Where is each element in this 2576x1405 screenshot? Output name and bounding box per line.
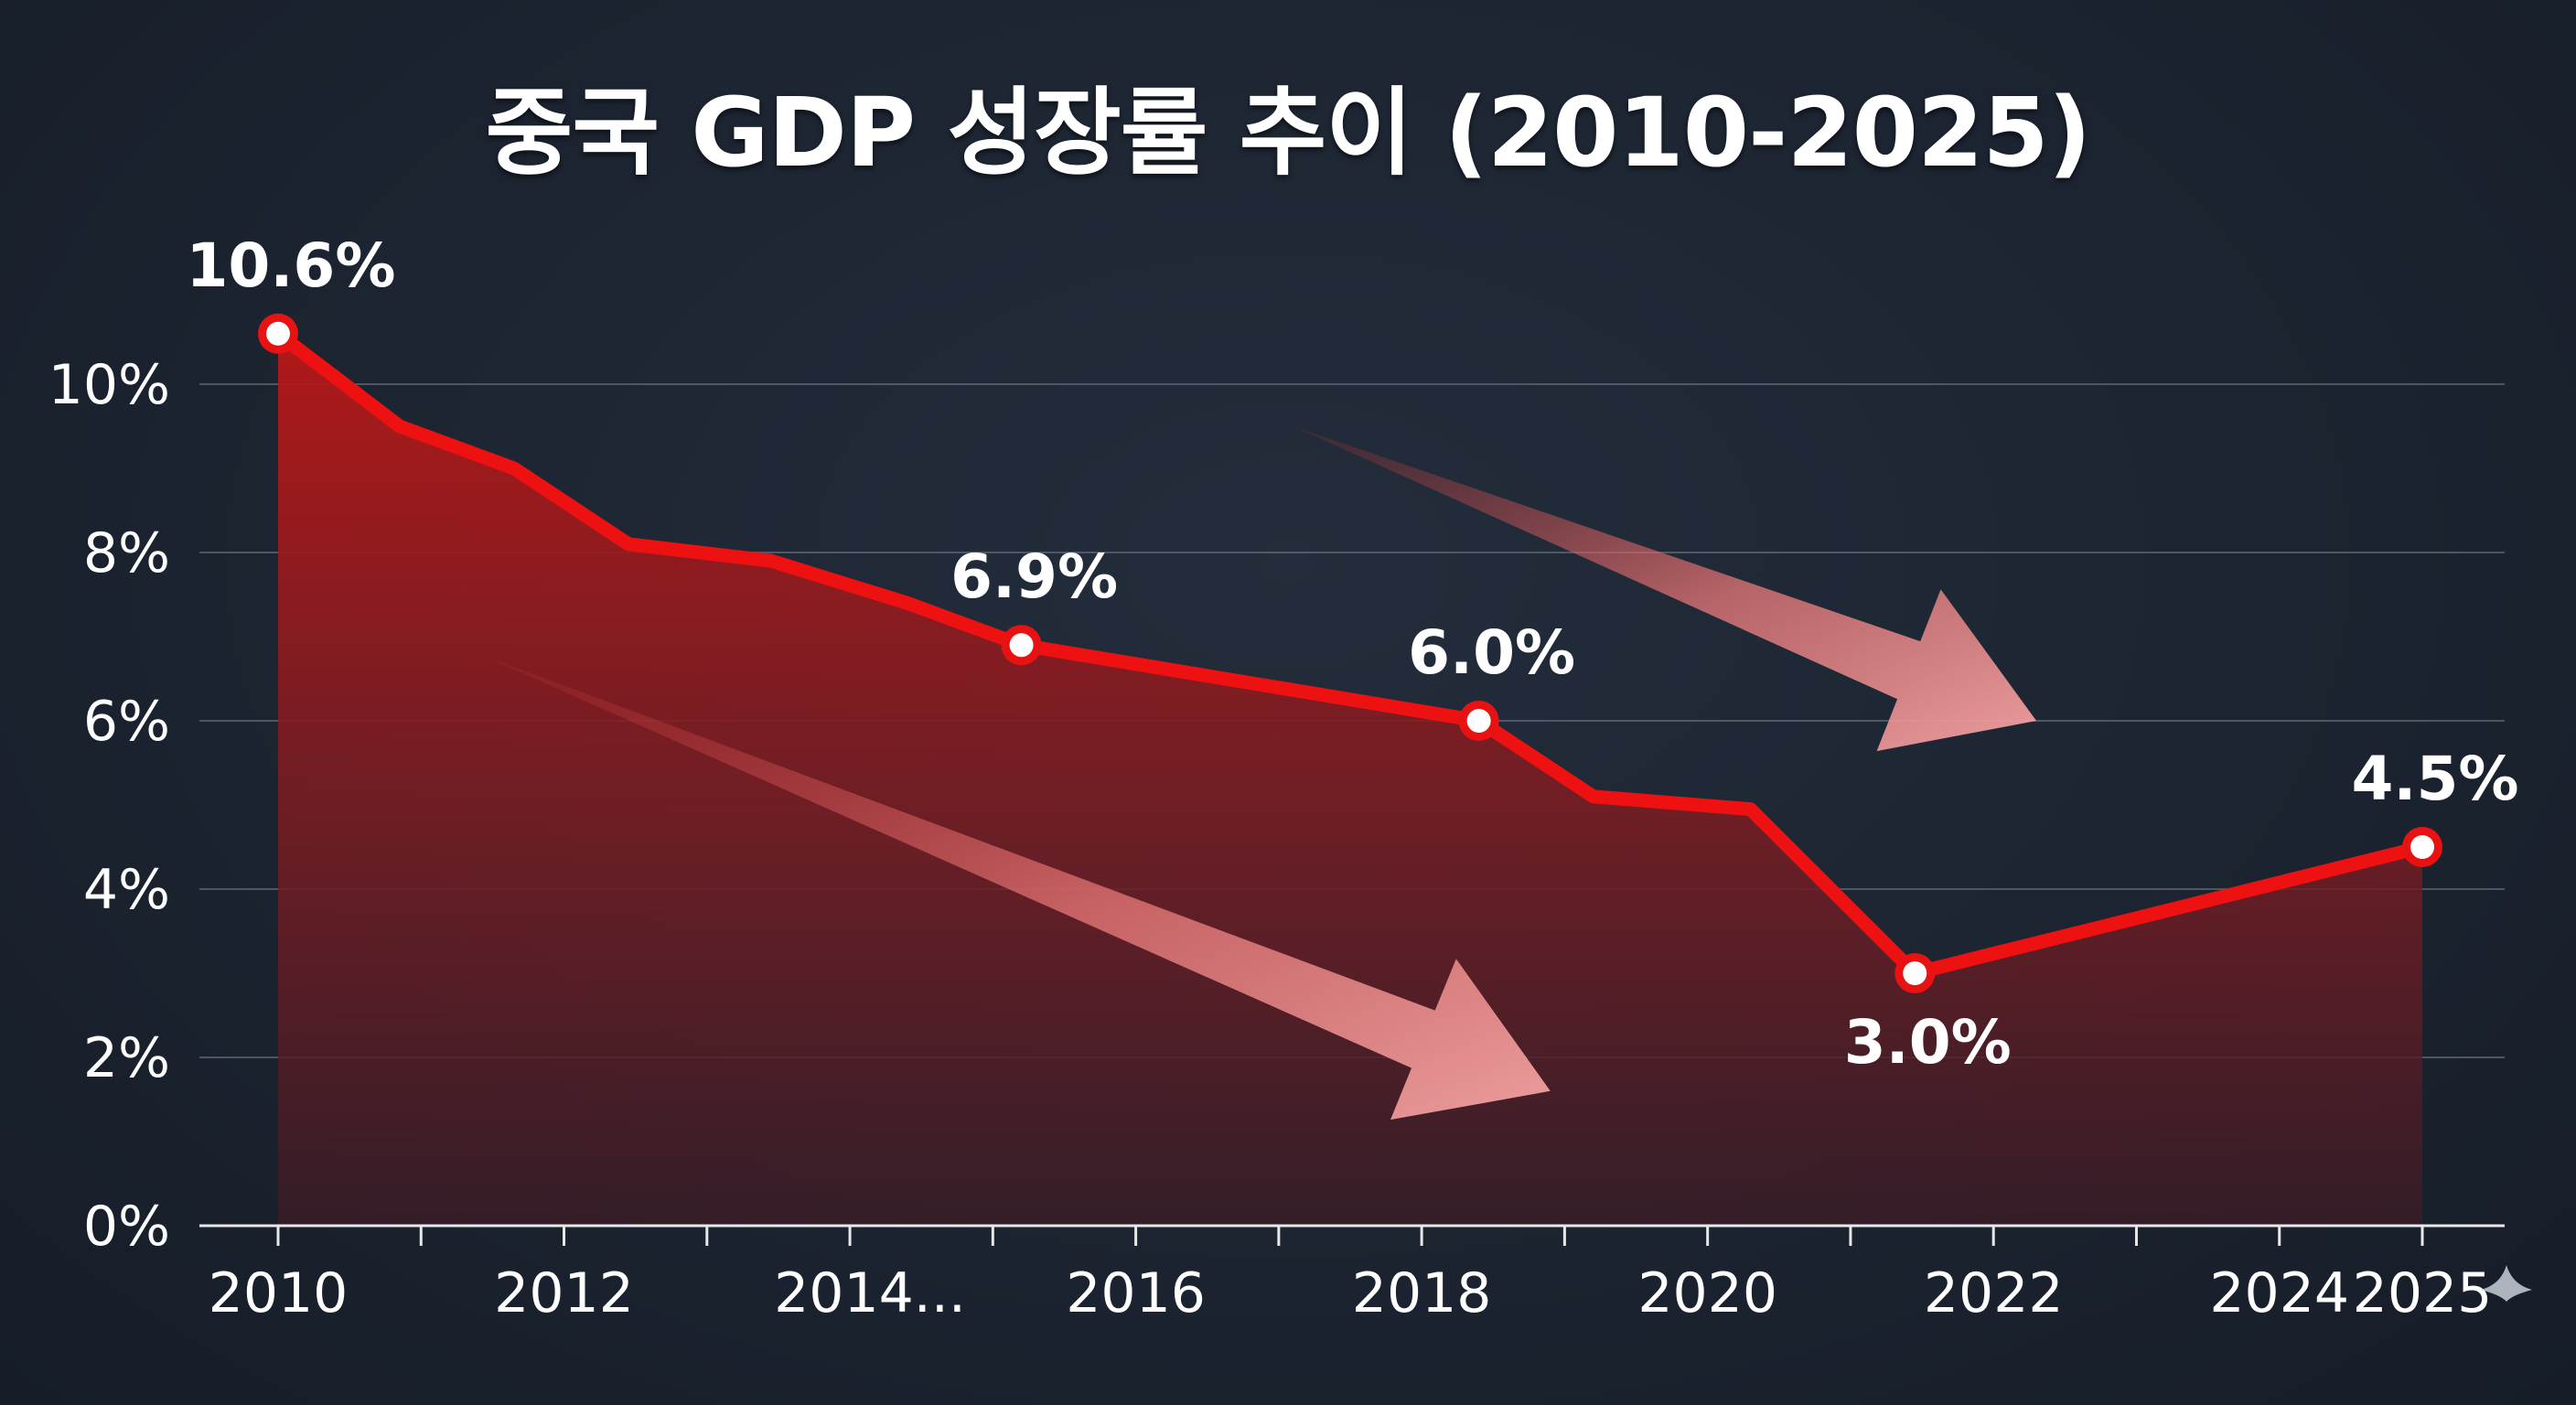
data-label: 4.5% — [2351, 744, 2518, 814]
data-label: 3.0% — [1844, 1007, 2012, 1078]
x-tick-label: 2012 — [494, 1261, 634, 1325]
y-tick-label: 4% — [83, 858, 170, 922]
y-tick-label: 2% — [83, 1026, 170, 1090]
x-tick-label: 2025 — [2353, 1261, 2493, 1325]
series-line — [271, 327, 2430, 981]
data-labels: 10.6% 6.9% 6.0% 3.0% 4.5% — [187, 231, 2519, 1078]
x-tick-label: 2018 — [1352, 1261, 1492, 1325]
data-point — [1903, 961, 1927, 985]
x-tick-label: 2016 — [1066, 1261, 1206, 1325]
x-tick-label: 2024 — [2209, 1261, 2349, 1325]
data-label: 6.0% — [1408, 617, 1575, 688]
series-line-layer — [271, 327, 2430, 981]
area-fill-layer — [278, 333, 2422, 1226]
trend-arrow-2 — [1293, 426, 2037, 752]
x-tick-label: 2020 — [1637, 1261, 1777, 1325]
data-point — [1466, 709, 1491, 733]
trend-arrow-1 — [478, 653, 1551, 1121]
chart-title: 중국 GDP 성장률 추이 (2010-2025) — [485, 77, 2092, 188]
y-tick-label: 6% — [83, 690, 170, 754]
y-tick-label: 8% — [83, 521, 170, 585]
data-label: 10.6% — [187, 231, 396, 301]
y-tick-label: 10% — [48, 353, 170, 417]
sparkle-icon — [2481, 1265, 2532, 1302]
data-label: 6.9% — [950, 542, 1118, 612]
x-tick-label: 2014... — [774, 1261, 966, 1325]
x-tick-label: 2022 — [1924, 1261, 2064, 1325]
y-tick-label: 0% — [83, 1195, 170, 1259]
data-point — [266, 321, 290, 346]
data-point — [1009, 633, 1034, 658]
data-markers — [258, 313, 2442, 993]
area-fill — [278, 333, 2422, 1226]
axes: 0% 2% 4% 6% 8% 10% 2010 2012 2014... 2016 2018 2020… — [48, 353, 2505, 1325]
trend-arrows — [478, 426, 2037, 1121]
data-point — [2410, 835, 2434, 859]
x-tick-label: 2010 — [209, 1261, 349, 1325]
